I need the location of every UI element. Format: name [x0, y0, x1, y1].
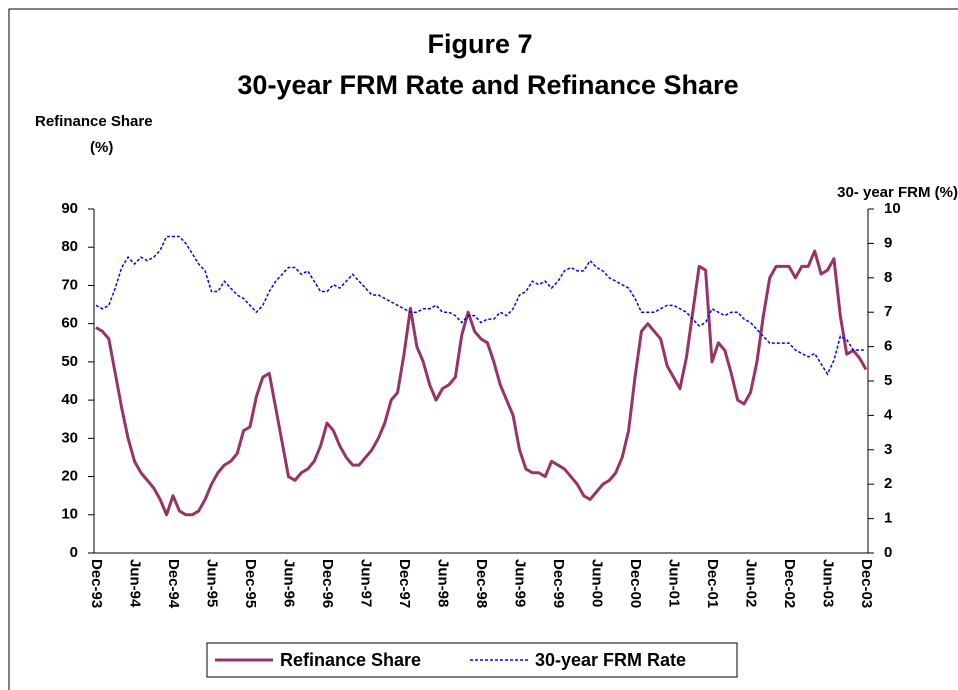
x-tick-label: Jun-02: [743, 559, 760, 607]
y-tick-label: 70: [61, 276, 78, 293]
y2-tick-label: 0: [884, 544, 892, 561]
x-tick-label: Dec-03: [858, 559, 875, 608]
x-tick-label: Dec-97: [396, 559, 413, 608]
x-tick-label: Dec-98: [473, 559, 490, 608]
y-tick-label: 50: [61, 353, 78, 370]
y-tick-label: 90: [61, 200, 78, 217]
y-tick-label: 10: [61, 506, 78, 523]
y-tick-label: 20: [61, 468, 78, 485]
x-tick-label: Jun-98: [435, 559, 452, 607]
x-tick-label: Dec-94: [165, 559, 182, 609]
x-tick-label: Jun-00: [589, 559, 606, 607]
y2-axis-label: 30- year FRM (%): [837, 184, 958, 201]
x-tick-label: Jun-95: [204, 559, 221, 607]
x-tick-label: Dec-02: [781, 559, 798, 608]
x-tick-label: Dec-01: [704, 559, 721, 608]
y2-tick-label: 1: [884, 510, 892, 527]
frame: [8, 8, 958, 690]
x-tick-label: Dec-95: [242, 559, 259, 608]
y2-tick-label: 4: [884, 406, 893, 423]
y-tick-label: 30: [61, 429, 78, 446]
y2-tick-label: 7: [884, 303, 892, 320]
x-tick-label: Jun-03: [820, 559, 837, 607]
x-tick-label: Jun-97: [358, 559, 375, 607]
legend-label: 30-year FRM Rate: [535, 650, 686, 670]
x-tick-label: Dec-93: [88, 559, 105, 608]
x-tick-label: Jun-94: [127, 559, 144, 608]
y2-tick-label: 10: [884, 200, 901, 217]
legend-label: Refinance Share: [280, 650, 421, 670]
y-axis-label: (%): [90, 139, 113, 156]
y2-tick-label: 2: [884, 475, 892, 492]
y-tick-label: 0: [70, 544, 78, 561]
series-line: [95, 249, 868, 517]
x-tick-label: Jun-96: [281, 559, 298, 607]
y2-tick-label: 9: [884, 234, 892, 251]
x-tick-label: Jun-99: [512, 559, 529, 607]
y-tick-label: 40: [61, 391, 78, 408]
x-tick-label: Jun-01: [666, 559, 683, 607]
y2-tick-label: 5: [884, 372, 892, 389]
series-line: [95, 235, 866, 376]
y-tick-label: 80: [61, 238, 78, 255]
chart-title: Figure 7: [427, 29, 532, 59]
y2-tick-label: 3: [884, 441, 892, 458]
x-tick-label: Dec-99: [550, 559, 567, 608]
y2-tick-label: 6: [884, 338, 892, 355]
chart-subtitle: 30-year FRM Rate and Refinance Share: [237, 70, 738, 100]
y2-tick-label: 8: [884, 269, 892, 286]
x-tick-label: Dec-00: [627, 559, 644, 608]
y-axis-label: Refinance Share: [35, 113, 153, 130]
x-tick-label: Dec-96: [319, 559, 336, 608]
y-tick-label: 60: [61, 315, 78, 332]
